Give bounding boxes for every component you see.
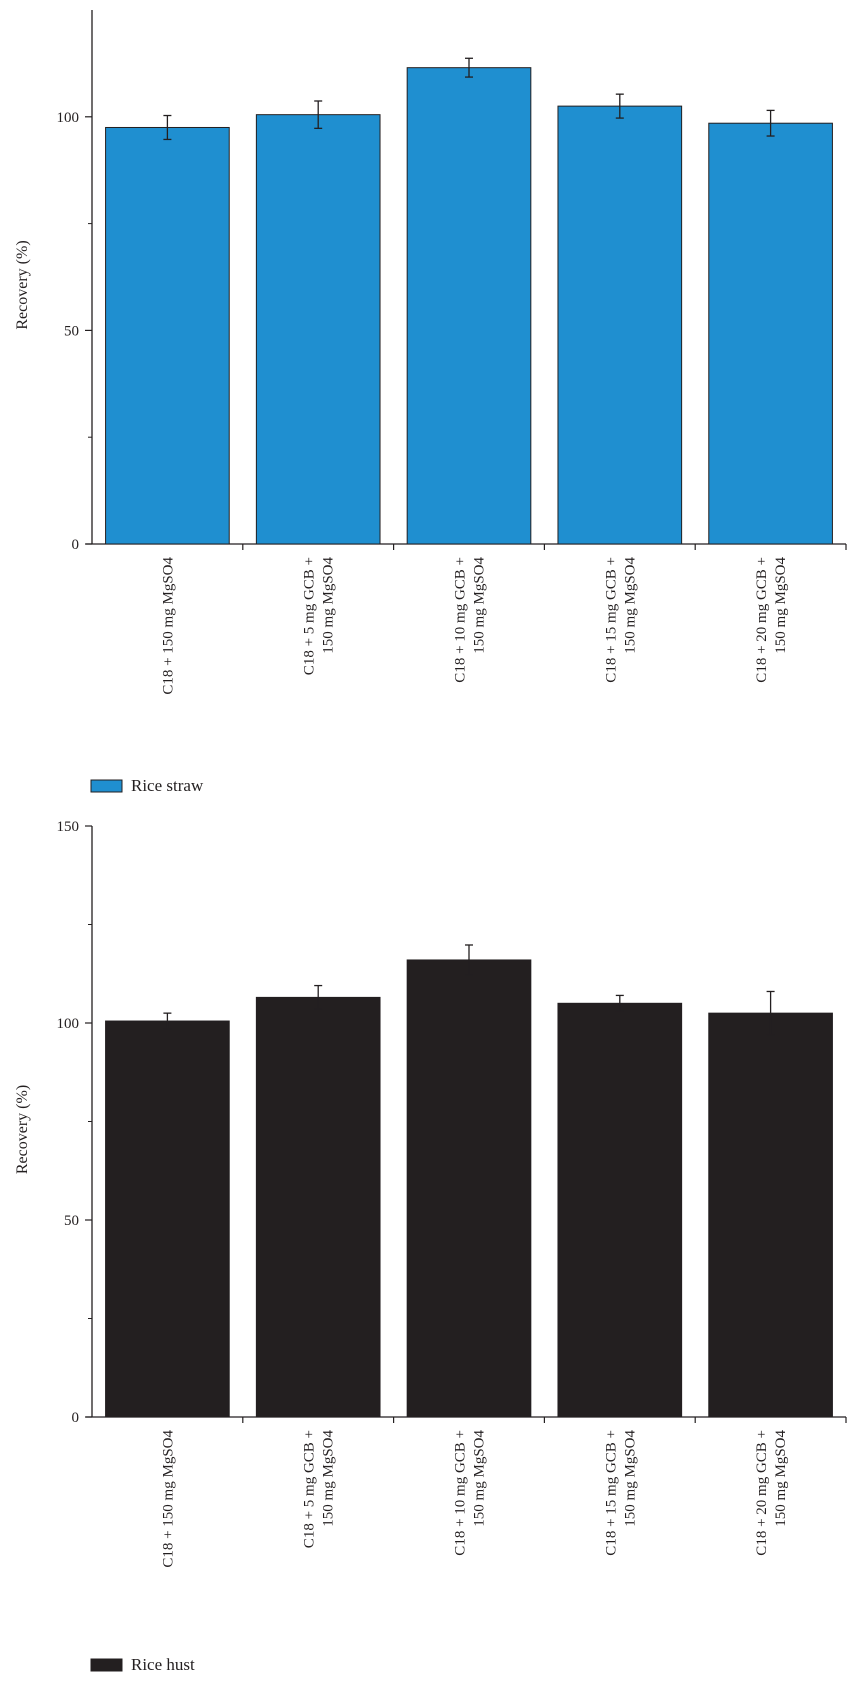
rice-straw-y-tick-label: 0 — [72, 537, 80, 553]
rice-hust-y-tick-label: 0 — [72, 1410, 80, 1426]
rice-straw-category-label-1: C18 + 150 mg MgSO4 — [160, 557, 176, 695]
rice-hust-bar-3 — [406, 959, 532, 1418]
rice-straw-chart: 0 50 100 Recovery (%) C18 + 150 mg MgSO4 C18 … — [14, 10, 847, 795]
rice-hust-bar-5 — [708, 1012, 833, 1418]
rice-hust-error-bar-2 — [314, 984, 323, 1010]
rice-hust-error-bar-1 — [163, 1012, 172, 1030]
rice-hust-error-bar-4 — [615, 994, 624, 1012]
rice-straw-bar-1 — [105, 126, 230, 545]
category-label-line: 150 mg MgSO4 — [321, 1430, 337, 1527]
category-label-line: C18 + 10 mg GCB + — [453, 1430, 469, 1556]
category-label-line: 150 mg MgSO4 — [773, 1430, 789, 1527]
category-label-line: C18 + 15 mg GCB + — [603, 1430, 619, 1556]
category-label-line: 150 mg MgSO4 — [321, 557, 337, 654]
rice-straw-y-tick-label: 100 — [57, 110, 80, 126]
rice-straw-legend-label: Rice straw — [131, 776, 204, 795]
rice-hust-legend-label: Rice hust — [131, 1655, 195, 1674]
rice-straw-bar-3 — [406, 67, 532, 545]
rice-straw-y-tick-label: 50 — [64, 323, 79, 339]
rice-straw-category-label-5: C18 + 20 mg GCB +150 mg MgSO4 — [754, 557, 789, 683]
rice-straw-bar-5 — [708, 122, 833, 545]
rice-hust-legend-swatch — [90, 1658, 123, 1672]
rice-hust-category-label-2: C18 + 5 mg GCB +150 mg MgSO4 — [302, 1430, 337, 1549]
rice-hust-bar-1 — [105, 1020, 230, 1418]
rice-hust-error-bar-3 — [465, 944, 473, 976]
category-label-line: C18 + 150 mg MgSO4 — [160, 1430, 176, 1568]
category-label-line: 150 mg MgSO4 — [622, 1430, 638, 1527]
category-label-line: 150 mg MgSO4 — [472, 557, 488, 654]
rice-straw-bar-4 — [557, 105, 683, 545]
rice-hust-y-tick-label: 50 — [64, 1213, 79, 1229]
rice-straw-error-bar-1 — [163, 114, 172, 141]
rice-straw-category-label-2: C18 + 5 mg GCB +150 mg MgSO4 — [302, 557, 337, 676]
rice-hust-y-axis-title: Recovery (%) — [14, 1085, 31, 1174]
rice-hust-chart: 0 50 100 150 Recovery (%) C18 + 150 mg MgSO4 C… — [14, 819, 847, 1674]
rice-hust-bar-2 — [255, 996, 381, 1418]
rice-hust-bar-4 — [557, 1002, 683, 1418]
rice-straw-y-axis-title: Recovery (%) — [14, 240, 31, 329]
category-label-line: 150 mg MgSO4 — [773, 557, 789, 654]
category-label-line: C18 + 5 mg GCB + — [302, 557, 318, 675]
rice-hust-y-tick-label: 100 — [57, 1016, 80, 1032]
rice-straw-category-label-3: C18 + 10 mg GCB +150 mg MgSO4 — [453, 557, 488, 683]
rice-hust-category-label-5: C18 + 20 mg GCB +150 mg MgSO4 — [754, 1430, 789, 1556]
rice-hust-y-tick-label: 150 — [57, 819, 80, 835]
rice-straw-legend-swatch — [90, 779, 123, 793]
rice-hust-category-label-4: C18 + 15 mg GCB +150 mg MgSO4 — [603, 1430, 638, 1556]
rice-hust-error-bar-5 — [766, 990, 775, 1036]
rice-hust-category-label-3: C18 + 10 mg GCB +150 mg MgSO4 — [453, 1430, 488, 1556]
category-label-line: 150 mg MgSO4 — [622, 557, 638, 654]
category-label-line: 150 mg MgSO4 — [472, 1430, 488, 1527]
category-label-line: C18 + 10 mg GCB + — [453, 557, 469, 683]
category-label-line: C18 + 150 mg MgSO4 — [160, 557, 176, 695]
category-label-line: C18 + 20 mg GCB + — [754, 557, 770, 683]
category-label-line: C18 + 20 mg GCB + — [754, 1430, 770, 1556]
category-label-line: C18 + 5 mg GCB + — [302, 1430, 318, 1548]
category-label-line: C18 + 15 mg GCB + — [603, 557, 619, 683]
rice-straw-bar-2 — [255, 114, 381, 545]
rice-straw-category-label-4: C18 + 15 mg GCB +150 mg MgSO4 — [603, 557, 638, 683]
rice-straw-error-bar-2 — [314, 100, 323, 129]
rice-straw-error-bar-3 — [465, 57, 473, 78]
rice-hust-category-label-1: C18 + 150 mg MgSO4 — [160, 1430, 176, 1568]
rice-straw-error-bar-4 — [615, 93, 624, 119]
rice-straw-error-bar-5 — [766, 109, 775, 137]
